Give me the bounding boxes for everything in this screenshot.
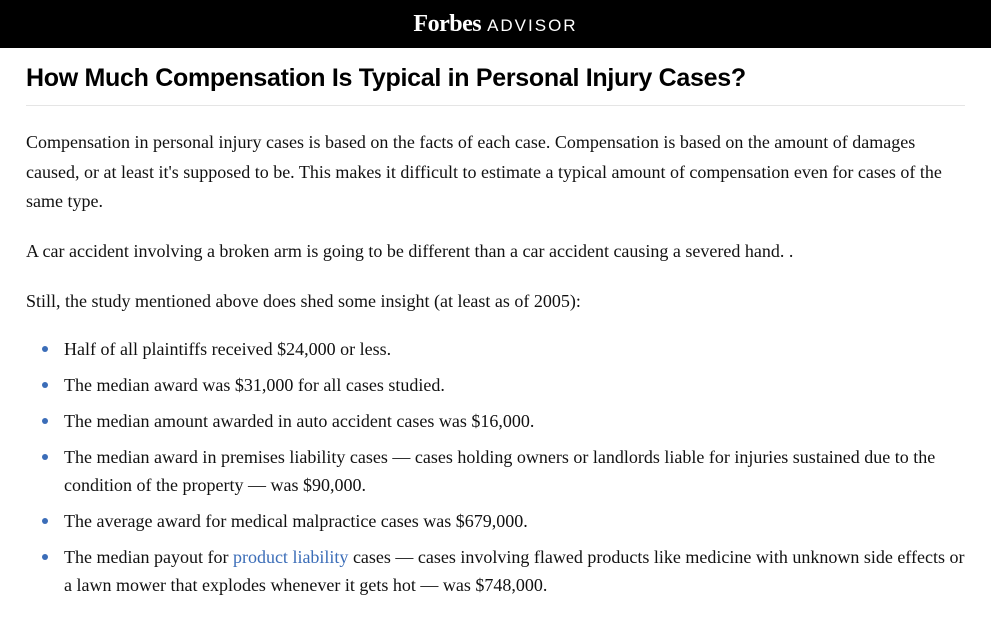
site-header: Forbes ADVISOR [0,0,991,48]
list-item: The median amount awarded in auto accide… [42,408,965,436]
list-item: The median award in premises liability c… [42,444,965,500]
article-content: How Much Compensation Is Typical in Pers… [0,48,991,628]
list-item: The median payout for product liability … [42,544,965,600]
brand-sub-text: ADVISOR [487,16,578,36]
list-item: Half of all plaintiffs received $24,000 … [42,336,965,364]
article-heading: How Much Compensation Is Typical in Pers… [26,64,965,106]
article-paragraph: Compensation in personal injury cases is… [26,128,965,217]
list-item: The median award was $31,000 for all cas… [42,372,965,400]
list-item: The average award for medical malpractic… [42,508,965,536]
bullet-list: Half of all plaintiffs received $24,000 … [26,336,965,599]
brand-logo[interactable]: Forbes ADVISOR [413,11,577,38]
brand-main-text: Forbes [413,11,481,38]
product-liability-link[interactable]: product liability [233,547,348,567]
list-item-text-before: The median payout for [64,547,233,567]
article-paragraph: Still, the study mentioned above does sh… [26,287,965,317]
article-paragraph: A car accident involving a broken arm is… [26,237,965,267]
